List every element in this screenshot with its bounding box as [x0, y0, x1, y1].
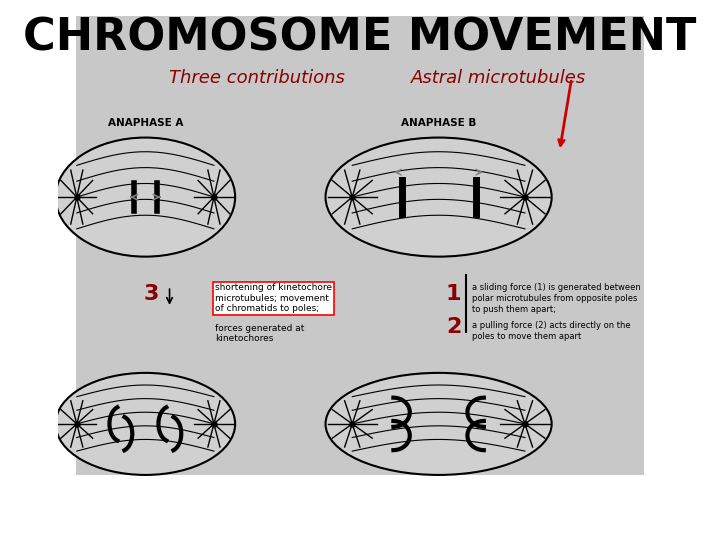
- Text: ANAPHASE B: ANAPHASE B: [401, 118, 477, 129]
- Text: ANAPHASE A: ANAPHASE A: [108, 118, 183, 129]
- Text: 2: 2: [446, 316, 462, 337]
- Text: 1: 1: [446, 284, 462, 305]
- Text: poles to move them apart: poles to move them apart: [472, 332, 581, 341]
- Text: CHROMOSOME MOVEMENT: CHROMOSOME MOVEMENT: [23, 16, 697, 59]
- Text: shortening of kinetochore
microtubules; movement
of chromatids to poles;: shortening of kinetochore microtubules; …: [215, 284, 332, 313]
- Text: a sliding force (1) is generated between: a sliding force (1) is generated between: [472, 284, 641, 293]
- Ellipse shape: [325, 373, 552, 475]
- Text: Three contributions: Three contributions: [169, 69, 345, 87]
- Text: to push them apart;: to push them apart;: [472, 305, 556, 314]
- Text: a pulling force (2) acts directly on the: a pulling force (2) acts directly on the: [472, 321, 631, 330]
- Ellipse shape: [325, 138, 552, 256]
- Ellipse shape: [55, 373, 235, 475]
- Text: polar microtubules from opposite poles: polar microtubules from opposite poles: [472, 294, 637, 303]
- Text: Astral microtubules: Astral microtubules: [411, 69, 587, 87]
- FancyBboxPatch shape: [76, 16, 644, 475]
- Text: forces generated at
kinetochores: forces generated at kinetochores: [215, 324, 305, 343]
- Text: 3: 3: [144, 284, 159, 305]
- Ellipse shape: [55, 138, 235, 256]
